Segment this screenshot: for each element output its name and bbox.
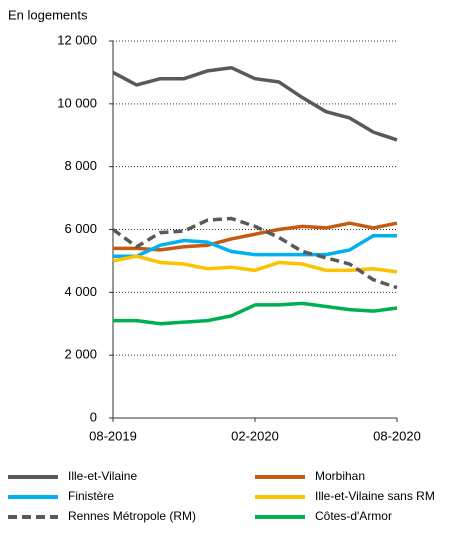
- x-tick-label: 02-2020: [231, 428, 279, 443]
- y-tick-label: 12 000: [57, 32, 97, 47]
- x-tick-label: 08-2020: [373, 428, 421, 443]
- legend-label: Ille-et-Vilaine sans RM: [315, 489, 435, 503]
- legend-label: Rennes Métropole (RM): [68, 509, 196, 523]
- x-tick-label: 08-2019: [89, 428, 137, 443]
- series-line: [112, 65, 398, 142]
- y-tick-label: 8 000: [64, 158, 97, 173]
- y-tick-label: 4 000: [64, 284, 97, 299]
- series-line: [113, 221, 398, 252]
- legend-label: Côtes-d'Armor: [315, 509, 392, 523]
- legend-label: Ille-et-Vilaine: [68, 469, 137, 483]
- series-line: [113, 234, 397, 258]
- y-tick-label: 10 000: [57, 95, 97, 110]
- series-line: [113, 301, 398, 326]
- series-line: [111, 216, 398, 290]
- y-tick-label: 6 000: [64, 221, 97, 236]
- y-tick-label: 0: [90, 409, 97, 424]
- legend-label: Morbihan: [315, 469, 365, 483]
- y-tick-label: 2 000: [64, 347, 97, 362]
- y-axis-label: En logements: [8, 7, 88, 22]
- legend-label: Finistère: [68, 489, 114, 503]
- series-line: [112, 254, 398, 274]
